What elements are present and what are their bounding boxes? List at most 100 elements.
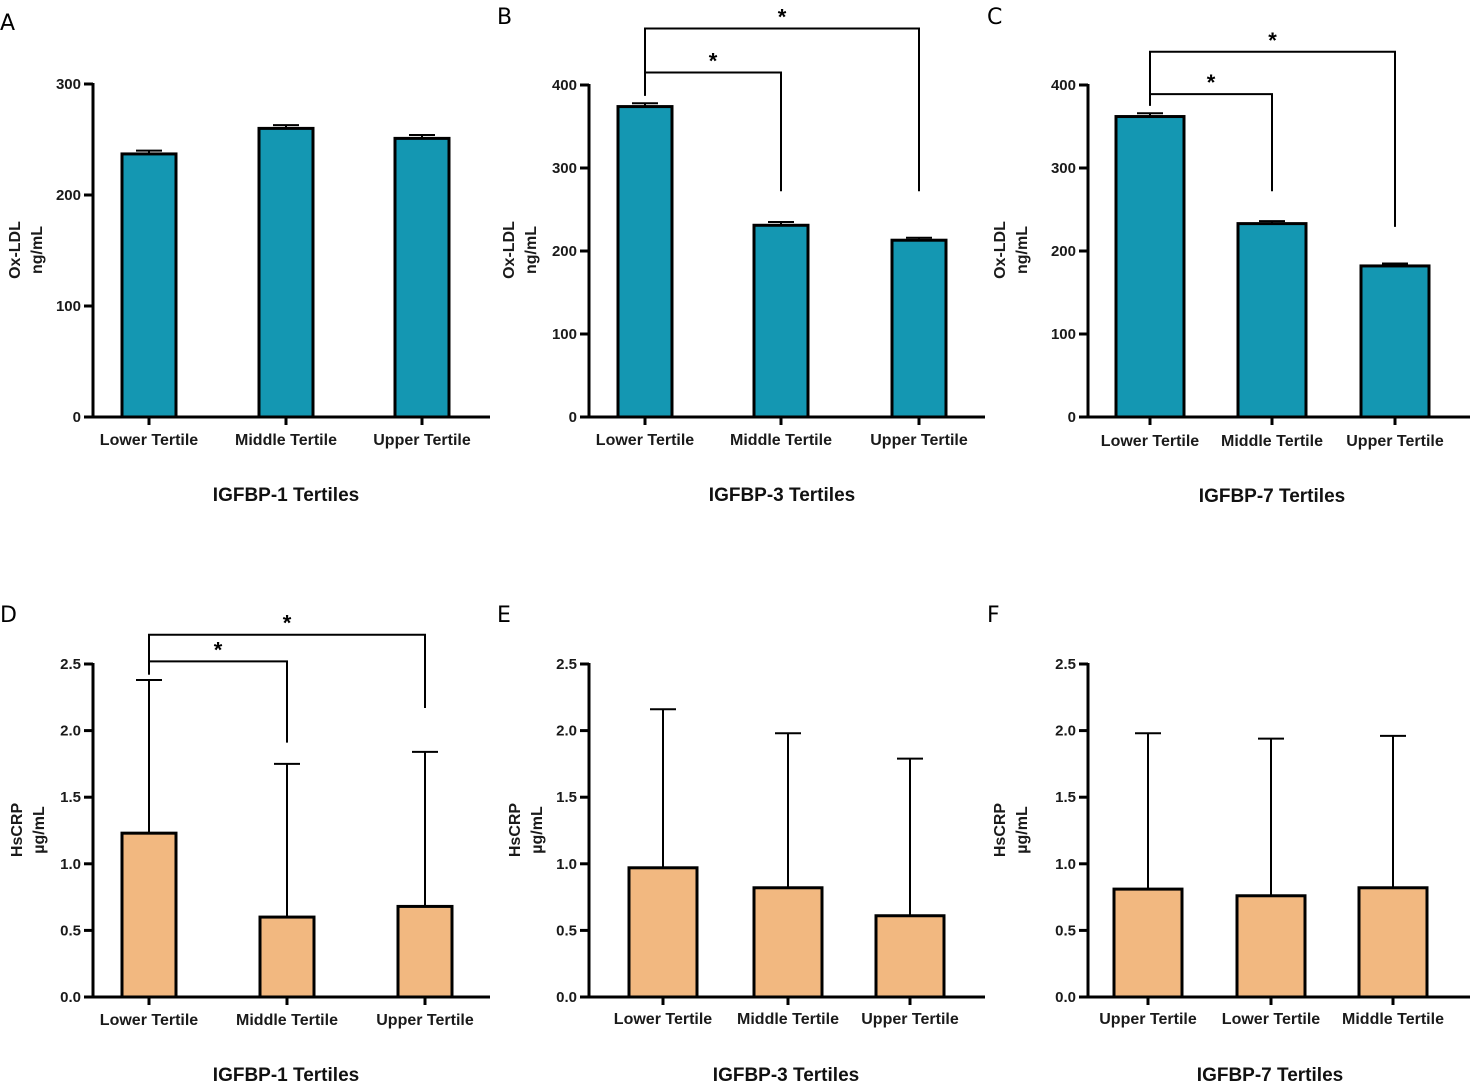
panel-d: D 0.0 0.5 1.0 1.5 2.0 2.5 Lower Tertile Middle T…	[0, 603, 490, 1086]
y-axis-label: ng/mL	[523, 226, 540, 274]
significance-bracket	[644, 27, 920, 192]
bar	[890, 238, 948, 419]
y-axis-label: Ox-LDL	[7, 221, 24, 279]
category-label: Upper Tertile	[861, 1011, 959, 1028]
y-tick-label: 1.0	[60, 856, 81, 873]
x-axis-title: IGFBP-7 Tertiles	[1197, 1065, 1343, 1086]
x-axis-title: IGFBP-3 Tertiles	[709, 485, 855, 506]
bar	[257, 126, 315, 419]
bar	[1359, 264, 1431, 419]
y-tick-label: 0.5	[1055, 922, 1076, 939]
category-label: Middle Tertile	[1221, 433, 1323, 450]
y-axis-label: µg/mL	[529, 806, 546, 854]
x-axis-title: IGFBP-1 Tertiles	[213, 485, 359, 506]
y-tick-label: 100	[552, 326, 577, 343]
y-axis-label: HsCRP	[507, 803, 524, 858]
category-label: Lower Tertile	[100, 1012, 198, 1029]
y-tick-label: 0	[73, 409, 81, 426]
significance-star: *	[1268, 28, 1277, 53]
y-tick-label: 0	[569, 409, 577, 426]
category-label: Upper Tertile	[1099, 1011, 1197, 1028]
significance-bracket	[148, 633, 426, 708]
panel-letter: C	[987, 5, 1002, 30]
y-tick-label: 2.0	[556, 723, 577, 740]
bar	[752, 223, 810, 419]
bar	[627, 866, 699, 999]
category-label: Middle Tertile	[236, 1012, 338, 1029]
significance-star: *	[1207, 70, 1216, 95]
y-tick-label: 1.5	[60, 789, 81, 806]
y-tick-label: 2.5	[60, 656, 81, 673]
bar	[752, 886, 824, 999]
x-axis-title: IGFBP-1 Tertiles	[213, 1065, 359, 1086]
significance-bracket	[1149, 50, 1396, 227]
category-label: Upper Tertile	[376, 1012, 474, 1029]
bar	[120, 152, 178, 419]
y-tick-label: 400	[552, 77, 577, 94]
panel-c: C 0 100 200 300 400 Lower Tertile Middle Tertil…	[987, 5, 1470, 507]
y-tick-label: 1.0	[556, 856, 577, 873]
x-axis-title: IGFBP-3 Tertiles	[713, 1065, 859, 1086]
category-label: Upper Tertile	[870, 432, 968, 449]
bar	[874, 914, 946, 999]
category-label: Lower Tertile	[596, 432, 694, 449]
category-label: Lower Tertile	[614, 1011, 712, 1028]
y-tick-label: 400	[1051, 77, 1076, 94]
bar	[120, 831, 178, 999]
bar	[396, 904, 454, 999]
bar	[393, 136, 451, 419]
panel-letter: A	[0, 11, 15, 36]
panel-letter: D	[0, 603, 17, 628]
bar	[1112, 887, 1184, 999]
y-tick-label: 200	[56, 187, 81, 204]
x-axis-title: IGFBP-7 Tertiles	[1199, 486, 1345, 507]
bar	[1114, 115, 1186, 419]
significance-star: *	[778, 5, 787, 30]
y-axis-label: HsCRP	[9, 803, 26, 858]
y-axis-label: Ox-LDL	[992, 221, 1009, 279]
category-label: Middle Tertile	[1342, 1011, 1444, 1028]
y-tick-label: 200	[1051, 243, 1076, 260]
panel-letter: E	[497, 603, 511, 628]
y-axis-label: Ox-LDL	[501, 221, 518, 279]
category-label: Lower Tertile	[100, 432, 198, 449]
panel-f: F 0.0 0.5 1.0 1.5 2.0 2.5 Upper Tertile Lower Te…	[987, 603, 1470, 1086]
y-axis-label: µg/mL	[1014, 806, 1031, 854]
y-tick-label: 2.5	[1055, 656, 1076, 673]
y-tick-label: 2.0	[1055, 723, 1076, 740]
y-tick-label: 0.5	[60, 922, 81, 939]
panel-a: A 0 100 200 300 Lower Tertile Middle Tertile Up…	[0, 11, 490, 506]
y-tick-label: 200	[552, 243, 577, 260]
y-tick-label: 1.5	[1055, 789, 1076, 806]
panel-b: B 0 100 200 300 400 Lower Tertile Middle Tertil…	[497, 5, 985, 506]
bar	[258, 915, 316, 999]
bar	[616, 105, 674, 419]
y-axis-label: ng/mL	[1014, 226, 1031, 274]
y-tick-label: 0.0	[60, 989, 81, 1006]
y-tick-label: 100	[1051, 326, 1076, 343]
significance-bracket	[148, 660, 288, 743]
y-tick-label: 1.5	[556, 789, 577, 806]
category-label: Middle Tertile	[730, 432, 832, 449]
y-axis-label: ng/mL	[29, 226, 46, 274]
category-label: Middle Tertile	[235, 432, 337, 449]
bar	[1236, 222, 1308, 419]
y-tick-label: 2.0	[60, 723, 81, 740]
y-tick-label: 0.5	[556, 922, 577, 939]
significance-star: *	[283, 611, 292, 636]
panel-letter: F	[987, 603, 1000, 628]
y-tick-label: 2.5	[556, 656, 577, 673]
y-tick-label: 0	[1068, 409, 1076, 426]
y-axis-label: µg/mL	[31, 806, 48, 854]
y-tick-label: 100	[56, 298, 81, 315]
y-tick-label: 1.0	[1055, 856, 1076, 873]
category-label: Upper Tertile	[373, 432, 471, 449]
category-label: Lower Tertile	[1101, 433, 1199, 450]
category-label: Upper Tertile	[1346, 433, 1444, 450]
panel-e: E 0.0 0.5 1.0 1.5 2.0 2.5 Lower Tertile Middle T…	[497, 603, 985, 1086]
bar	[1357, 886, 1429, 999]
y-tick-label: 0.0	[556, 989, 577, 1006]
y-tick-label: 300	[56, 76, 81, 93]
category-label: Lower Tertile	[1222, 1011, 1320, 1028]
